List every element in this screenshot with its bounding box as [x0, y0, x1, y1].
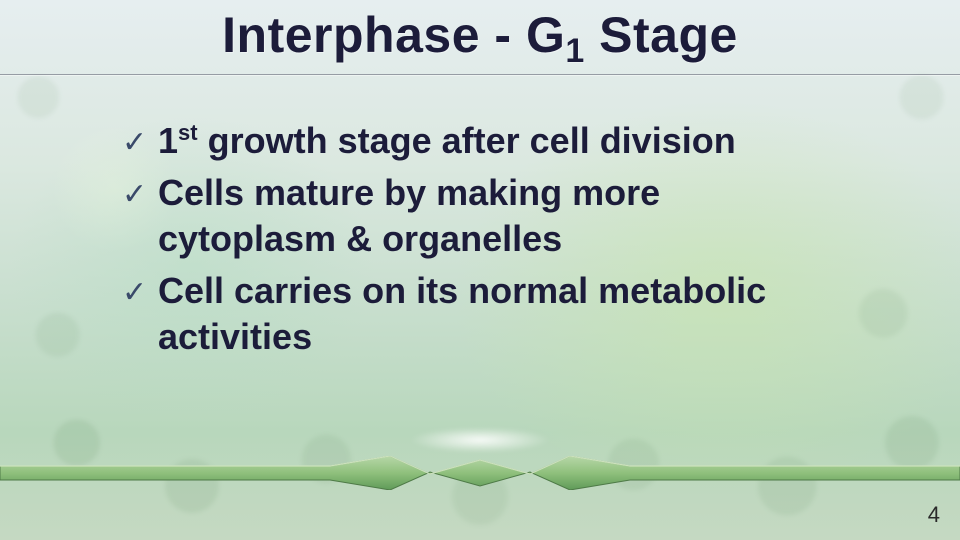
title-subscript: 1 — [565, 32, 584, 70]
title-underline — [0, 74, 960, 76]
list-item: ✓ 1st growth stage after cell division — [122, 118, 840, 164]
ribbon-glow — [380, 420, 580, 460]
bullet-list: ✓ 1st growth stage after cell division ✓… — [122, 118, 840, 366]
bullet-post: growth stage after cell division — [198, 120, 736, 161]
list-item: ✓ Cells mature by making more cytoplasm … — [122, 170, 840, 262]
check-icon: ✓ — [122, 124, 147, 162]
bullet-pre: 1 — [158, 120, 178, 161]
slide-title: Interphase - G1 Stage — [0, 6, 960, 64]
title-pre: Interphase - G — [222, 7, 565, 63]
check-icon: ✓ — [122, 274, 147, 312]
bullet-text: Cells mature by making more cytoplasm & … — [158, 172, 660, 259]
check-icon: ✓ — [122, 176, 147, 214]
decorative-ribbon — [0, 456, 960, 490]
bullet-superscript: st — [178, 120, 198, 145]
title-post: Stage — [585, 7, 738, 63]
list-item: ✓ Cell carries on its normal metabolic a… — [122, 268, 840, 360]
page-number: 4 — [928, 502, 940, 528]
bullet-text: Cell carries on its normal metabolic act… — [158, 270, 766, 357]
